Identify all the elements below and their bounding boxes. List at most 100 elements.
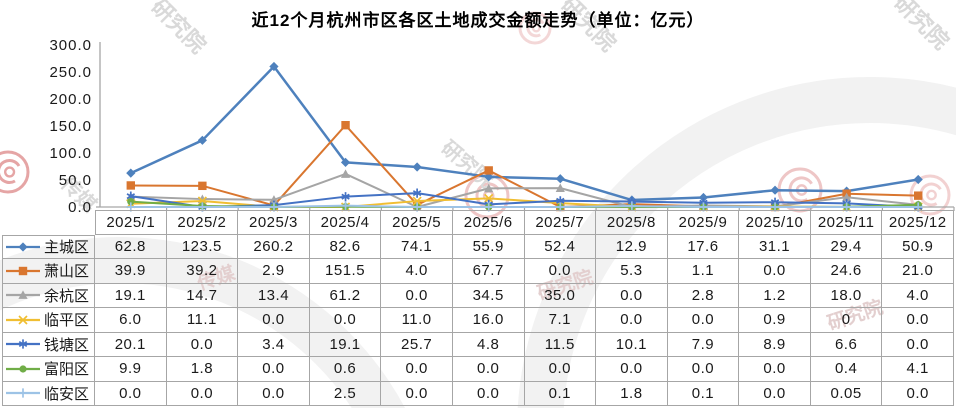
value-cell: 19.1: [309, 332, 382, 357]
value-cell: 0.0: [882, 332, 954, 357]
value-cell: 12.9: [596, 234, 668, 259]
legend-cell: 钱塘区: [2, 332, 95, 357]
y-axis-tick-label: 200.0: [49, 91, 92, 108]
month-header-cell: 2025/11: [810, 210, 883, 235]
value-cell: 1.8: [596, 381, 668, 406]
y-axis-tick-label: 250.0: [49, 64, 92, 81]
month-header-cell: 2025/4: [309, 210, 382, 235]
value-cell: 0.0: [667, 308, 740, 333]
value-cell: 5.3: [596, 259, 668, 284]
x-legend-icon: [6, 315, 40, 325]
diamond-legend-icon: [6, 242, 40, 252]
value-cell: 31.1: [739, 234, 811, 259]
value-cell: 0.6: [309, 357, 382, 382]
value-cell: 82.6: [309, 234, 382, 259]
value-cell: 21.0: [882, 259, 954, 284]
value-cell: 1.1: [667, 259, 740, 284]
diamond-marker-icon: [555, 174, 565, 184]
plus-legend-icon: [6, 388, 40, 398]
data-table: 2025/1 2025/2 2025/3 2025/4 2025/5 2025/6 2025…: [2, 210, 954, 406]
value-cell: 11.5: [524, 332, 597, 357]
series-name-label: 钱塘区: [44, 336, 90, 354]
month-header-cell: 2025/9: [667, 210, 740, 235]
month-header-cell: 2025/8: [596, 210, 668, 235]
value-cell: 13.4: [238, 283, 310, 308]
value-cell: 18.0: [810, 283, 883, 308]
legend-cell: 临安区: [2, 381, 95, 406]
value-cell: 2.5: [309, 381, 382, 406]
value-cell: 0.0: [452, 381, 525, 406]
value-cell: 0.0: [596, 283, 668, 308]
plus-marker-icon: [18, 388, 28, 398]
value-cell: 0.0: [452, 357, 525, 382]
month-header-cell: 2025/1: [95, 210, 167, 235]
asterisk-marker-icon: [341, 192, 350, 202]
legend-cell: 主城区: [2, 234, 95, 259]
table-corner-cell: [2, 210, 95, 235]
value-cell: 0.0: [739, 259, 811, 284]
series-name-label: 余杭区: [44, 287, 90, 305]
value-cell: 34.5: [452, 283, 525, 308]
diamond-marker-icon: [126, 168, 136, 178]
value-cell: 0.0: [596, 357, 668, 382]
value-cell: 0.05: [810, 381, 883, 406]
value-cell: 50.9: [882, 234, 954, 259]
series-line-square: [129, 124, 920, 208]
square-marker-icon: [341, 120, 350, 130]
value-cell: 7.9: [667, 332, 740, 357]
value-cell: 0.0: [381, 381, 453, 406]
y-axis-tick-label: 0.0: [68, 199, 92, 216]
value-cell: 74.1: [381, 234, 453, 259]
value-cell: 2.9: [238, 259, 310, 284]
value-cell: 52.4: [524, 234, 597, 259]
value-cell: 260.2: [238, 234, 310, 259]
value-cell: 0.0: [596, 308, 668, 333]
value-cell: 4.1: [882, 357, 954, 382]
value-cell: 9.9: [95, 357, 167, 382]
circle-marker-icon: [19, 365, 27, 373]
y-axis-tick-label: 300.0: [49, 37, 92, 54]
chart-axes: [96, 42, 954, 208]
x-marker-icon: [412, 196, 422, 206]
value-cell: 0.1: [524, 381, 597, 406]
value-cell: 0.0: [309, 308, 382, 333]
value-cell: 4.0: [381, 259, 453, 284]
plus-marker-icon: [340, 201, 351, 211]
value-cell: 0.0: [238, 381, 310, 406]
value-cell: 0.4: [810, 357, 883, 382]
month-header-cell: 2025/3: [238, 210, 310, 235]
month-header-cell: 2025/10: [739, 210, 811, 235]
value-cell: 16.0: [452, 308, 525, 333]
value-cell: 0.0: [381, 357, 453, 382]
asterisk-marker-icon: [412, 188, 422, 198]
value-cell: 0.0: [238, 357, 310, 382]
diamond-marker-icon: [770, 185, 780, 195]
value-cell: 24.6: [810, 259, 883, 284]
diamond-marker-icon: [197, 135, 207, 145]
diamond-marker-icon: [913, 174, 923, 185]
value-cell: 0.0: [739, 357, 811, 382]
value-cell: 14.7: [166, 283, 239, 308]
legend-cell: 富阳区: [2, 357, 95, 382]
value-cell: 6.0: [95, 308, 167, 333]
value-cell: 4.0: [882, 283, 954, 308]
month-header-cell: 2025/6: [452, 210, 525, 235]
value-cell: 2.8: [667, 283, 740, 308]
legend-cell: 临平区: [2, 308, 95, 333]
y-axis-tick-label: 50.0: [59, 172, 92, 189]
value-cell: 3.4: [238, 332, 310, 357]
month-header-cell: 2025/7: [524, 210, 597, 235]
legend-cell: 萧山区: [2, 259, 95, 284]
value-cell: 55.9: [452, 234, 525, 259]
value-cell: 0.0: [667, 357, 740, 382]
value-cell: 10.1: [596, 332, 668, 357]
chart-title: 近12个月杭州市区各区土地成交金额走势（单位：亿元）: [251, 11, 705, 30]
y-axis-tick-label: 150.0: [49, 118, 92, 135]
value-cell: 11.1: [166, 308, 239, 333]
value-cell: 62.8: [95, 234, 167, 259]
diamond-marker-icon: [340, 157, 351, 167]
value-cell: 0.1: [667, 381, 740, 406]
square-marker-icon: [484, 166, 493, 175]
value-cell: 0.0: [381, 283, 453, 308]
